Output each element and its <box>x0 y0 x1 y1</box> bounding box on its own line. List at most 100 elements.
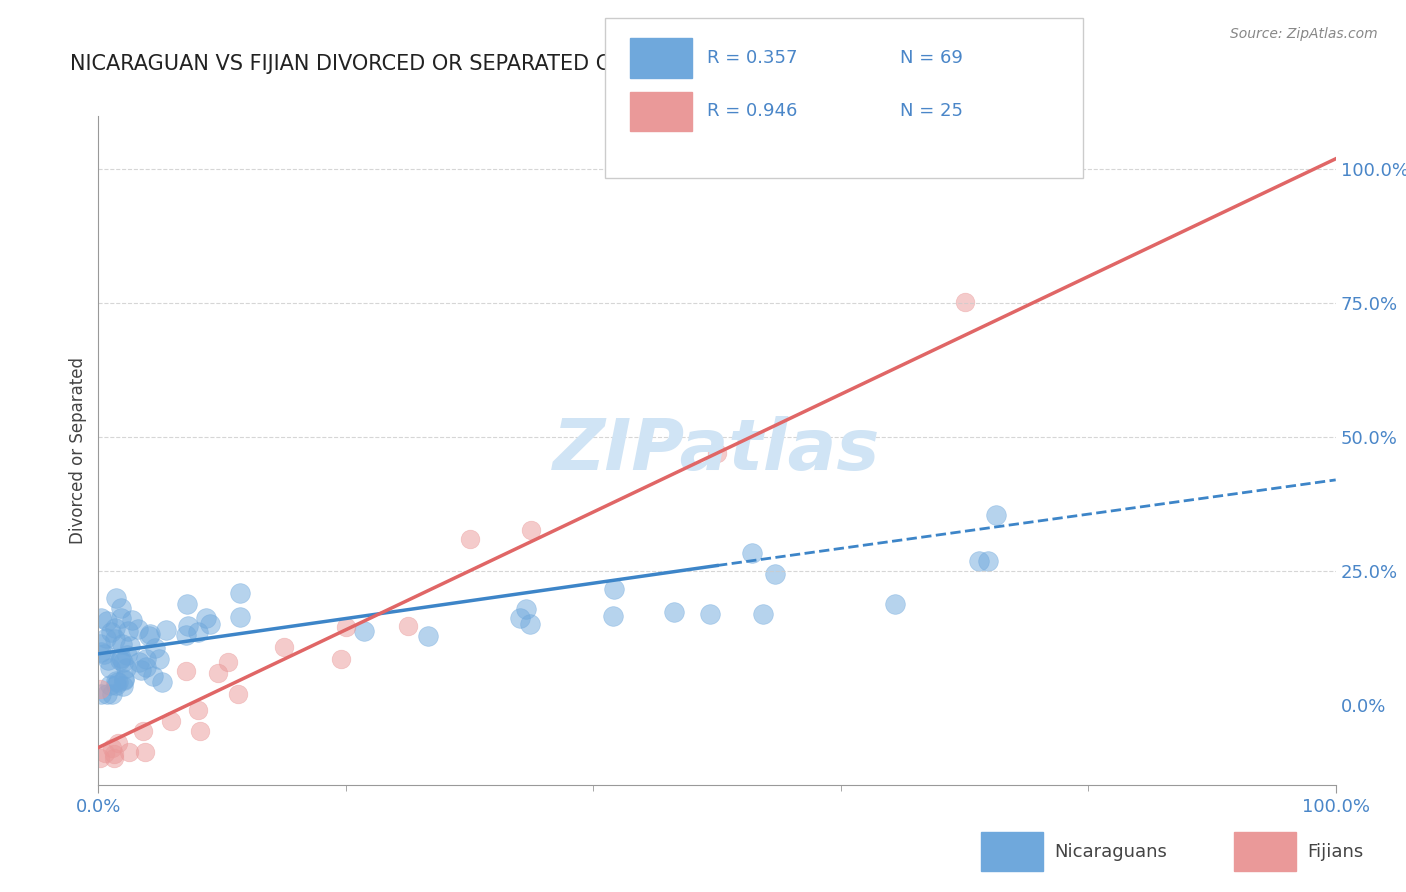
Point <box>176 619 198 633</box>
Point <box>977 554 1000 568</box>
Point <box>603 582 626 596</box>
Point <box>226 687 249 701</box>
Point <box>104 621 127 635</box>
Point <box>187 702 209 716</box>
Text: R = 0.357: R = 0.357 <box>707 49 797 67</box>
Point <box>138 629 160 643</box>
Point <box>134 745 156 759</box>
Point <box>198 617 221 632</box>
Point <box>520 523 543 537</box>
Point <box>93 647 115 661</box>
Point <box>519 617 541 632</box>
Point <box>148 652 170 666</box>
Point <box>129 663 152 677</box>
Point <box>90 645 112 659</box>
Point <box>353 624 375 638</box>
Point <box>97 653 120 667</box>
Point <box>273 640 295 654</box>
Point <box>155 623 177 637</box>
Point <box>190 724 212 739</box>
Point <box>458 533 481 547</box>
Text: N = 69: N = 69 <box>900 49 963 67</box>
Point <box>160 714 183 729</box>
Point <box>110 601 132 615</box>
Point <box>111 636 134 650</box>
Point <box>150 674 173 689</box>
Point <box>100 661 122 675</box>
Point <box>101 740 124 755</box>
Point <box>94 746 117 760</box>
Point <box>967 554 990 568</box>
Point <box>104 591 127 606</box>
Point <box>884 597 907 611</box>
Point <box>396 619 419 633</box>
Point <box>143 641 166 656</box>
Point <box>107 735 129 749</box>
Text: Nicaraguans: Nicaraguans <box>1054 843 1167 861</box>
Point <box>515 602 537 616</box>
Point <box>509 611 531 625</box>
Point <box>135 652 157 666</box>
Point <box>741 546 763 560</box>
Point <box>103 632 125 647</box>
Point <box>110 611 132 625</box>
Point <box>90 611 112 625</box>
Point <box>96 687 118 701</box>
Point <box>98 678 121 692</box>
Point <box>135 660 157 674</box>
Point <box>111 679 134 693</box>
Point <box>117 624 139 639</box>
Point <box>101 687 124 701</box>
Point <box>112 673 135 687</box>
Y-axis label: Divorced or Separated: Divorced or Separated <box>69 357 87 544</box>
Point <box>699 607 721 621</box>
Point <box>110 651 132 665</box>
Text: N = 25: N = 25 <box>900 103 963 120</box>
Point <box>139 627 162 641</box>
Point <box>176 628 198 642</box>
Point <box>103 747 125 761</box>
Point <box>112 672 135 686</box>
Point <box>187 625 209 640</box>
Point <box>89 751 111 765</box>
Point <box>217 655 239 669</box>
Point <box>176 664 198 678</box>
Point <box>706 446 728 460</box>
Point <box>96 614 118 628</box>
Point <box>752 607 775 621</box>
Point <box>112 656 135 670</box>
Point <box>128 655 150 669</box>
Point <box>207 666 229 681</box>
Point <box>90 687 112 701</box>
Point <box>662 605 685 619</box>
Point <box>416 629 439 643</box>
Text: NICARAGUAN VS FIJIAN DIVORCED OR SEPARATED CORRELATION CHART: NICARAGUAN VS FIJIAN DIVORCED OR SEPARAT… <box>70 54 821 73</box>
Text: R = 0.946: R = 0.946 <box>707 103 797 120</box>
Point <box>195 611 218 625</box>
Point <box>229 610 252 624</box>
Point <box>89 637 111 651</box>
Point <box>115 648 138 663</box>
Point <box>115 661 138 675</box>
Point <box>330 652 353 666</box>
Point <box>984 508 1007 522</box>
Point <box>127 622 149 636</box>
Text: Source: ZipAtlas.com: Source: ZipAtlas.com <box>1230 27 1378 41</box>
Point <box>107 674 129 689</box>
Point <box>131 723 153 738</box>
Point <box>104 674 127 689</box>
Point <box>89 681 111 696</box>
Point <box>103 751 125 765</box>
Point <box>118 745 141 759</box>
Point <box>176 597 198 611</box>
Point <box>105 678 128 692</box>
Text: ZIPatlas: ZIPatlas <box>554 416 880 485</box>
Point <box>229 586 252 600</box>
Point <box>118 640 141 654</box>
Text: Fijians: Fijians <box>1308 843 1364 861</box>
Point <box>100 624 122 639</box>
Point <box>121 613 143 627</box>
Point <box>108 653 131 667</box>
Point <box>142 668 165 682</box>
Point <box>602 609 624 624</box>
